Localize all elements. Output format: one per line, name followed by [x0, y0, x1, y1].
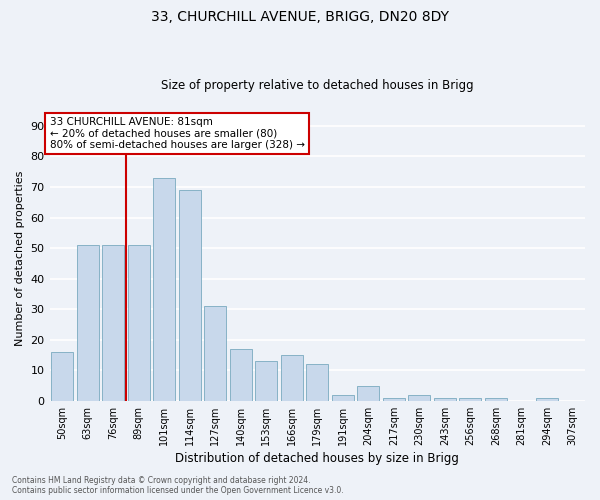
- Bar: [154, 178, 175, 401]
- Bar: [230, 349, 251, 401]
- Title: Size of property relative to detached houses in Brigg: Size of property relative to detached ho…: [161, 79, 473, 92]
- Bar: [409, 394, 430, 401]
- Bar: [179, 190, 200, 401]
- X-axis label: Distribution of detached houses by size in Brigg: Distribution of detached houses by size …: [175, 452, 459, 465]
- Bar: [77, 245, 98, 401]
- Y-axis label: Number of detached properties: Number of detached properties: [15, 171, 25, 346]
- Bar: [281, 355, 302, 401]
- Bar: [358, 386, 379, 401]
- Bar: [205, 306, 226, 401]
- Bar: [332, 394, 353, 401]
- Bar: [460, 398, 481, 401]
- Text: 33, CHURCHILL AVENUE, BRIGG, DN20 8DY: 33, CHURCHILL AVENUE, BRIGG, DN20 8DY: [151, 10, 449, 24]
- Bar: [128, 245, 149, 401]
- Text: 33 CHURCHILL AVENUE: 81sqm
← 20% of detached houses are smaller (80)
80% of semi: 33 CHURCHILL AVENUE: 81sqm ← 20% of deta…: [50, 117, 305, 150]
- Bar: [307, 364, 328, 401]
- Bar: [256, 361, 277, 401]
- Bar: [383, 398, 404, 401]
- Bar: [434, 398, 455, 401]
- Bar: [52, 352, 73, 401]
- Bar: [103, 245, 124, 401]
- Text: Contains HM Land Registry data © Crown copyright and database right 2024.
Contai: Contains HM Land Registry data © Crown c…: [12, 476, 344, 495]
- Bar: [485, 398, 506, 401]
- Bar: [536, 398, 557, 401]
